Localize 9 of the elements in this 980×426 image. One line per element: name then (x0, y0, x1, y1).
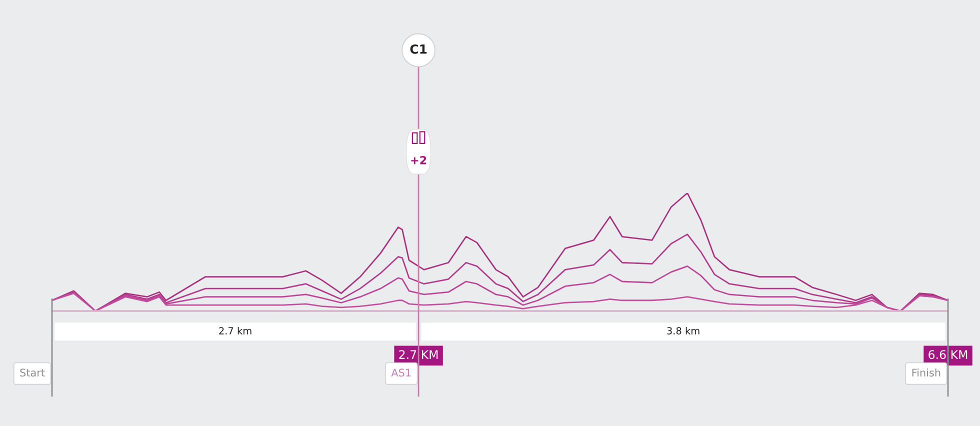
text: C1 (410, 44, 427, 54)
ref-line-label: Start (20, 368, 45, 377)
ref-line-label: Finish (912, 368, 940, 377)
text: 2.7 km (219, 326, 252, 334)
x-tick-label: 2.7 KM (399, 350, 438, 359)
text: 3.8 km (667, 326, 700, 334)
text: +2 (411, 156, 426, 164)
ref-line-label: AS1 (391, 368, 411, 377)
x-tick-label: 6.6 KM (928, 350, 968, 360)
